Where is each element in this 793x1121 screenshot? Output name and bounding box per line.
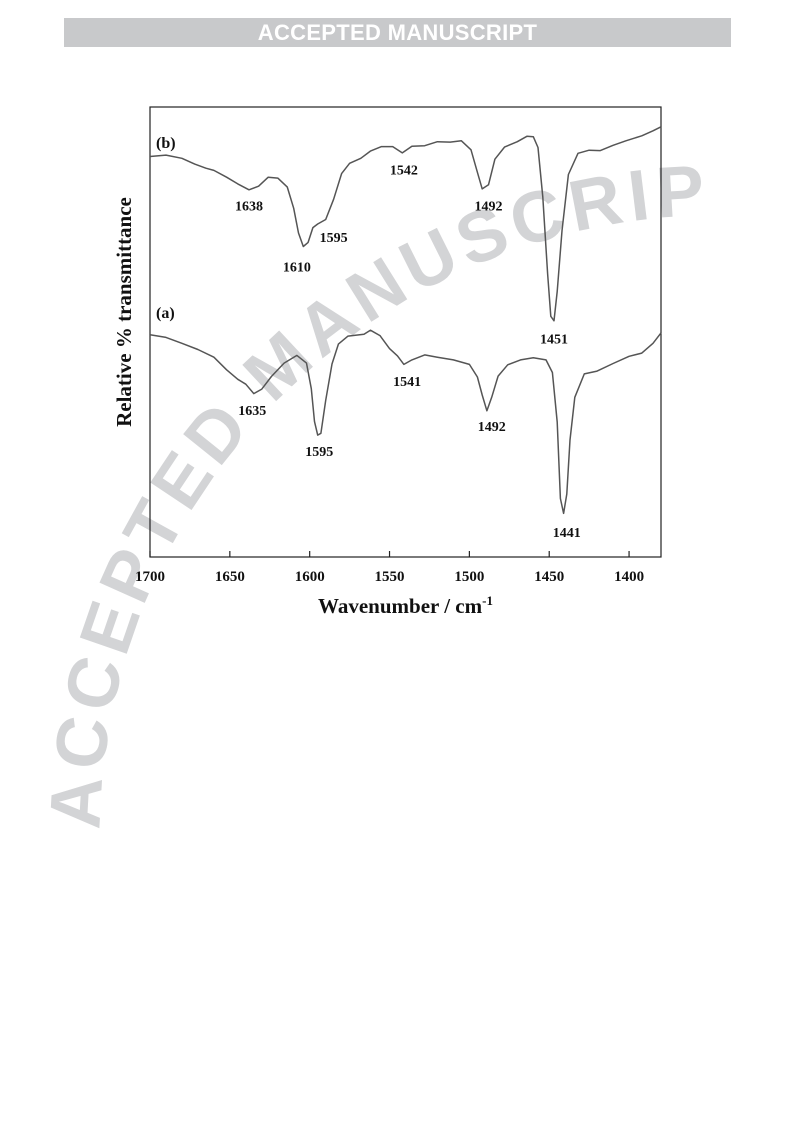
peak-label: 1542 xyxy=(390,164,418,179)
peak-label: 1595 xyxy=(305,445,333,460)
x-tick-label: 1450 xyxy=(534,569,564,585)
peak-label: 1610 xyxy=(283,260,311,275)
peak-label: 1441 xyxy=(553,526,581,541)
spectrum-series xyxy=(149,126,662,515)
peak-label: 1541 xyxy=(393,375,421,390)
y-axis-title: Relative % transmittance xyxy=(112,197,136,427)
peak-label: 1638 xyxy=(235,200,263,215)
peak-label: 1451 xyxy=(540,332,568,347)
x-axis-title: Wavenumber / cm-1 xyxy=(318,593,493,618)
peak-label: 1492 xyxy=(475,200,503,215)
series-label-b: (b) xyxy=(156,135,176,152)
ir-spectrum-chart: 1700 1650 1600 1550 1500 1450 1400 1638 1610 159… xyxy=(112,106,662,618)
peak-label: 1492 xyxy=(478,420,506,435)
x-tick-label: 1650 xyxy=(215,569,245,585)
x-axis-ticks: 1700 1650 1600 1550 1500 1450 1400 xyxy=(135,551,644,585)
banner-text: ACCEPTED MANUSCRIPT xyxy=(257,19,538,45)
x-axis-title-text: Wavenumber / cm xyxy=(318,594,483,618)
x-tick-label: 1600 xyxy=(295,569,325,585)
x-axis-title-superscript: -1 xyxy=(482,593,493,608)
peak-label: 1635 xyxy=(238,404,266,419)
x-tick-label: 1550 xyxy=(375,569,405,585)
x-tick-label: 1500 xyxy=(454,569,484,585)
manuscript-banner: ACCEPTED MANUSCRIPT xyxy=(64,18,731,47)
spectrum-line-b xyxy=(149,126,662,322)
peak-label: 1595 xyxy=(320,231,348,246)
x-tick-label: 1700 xyxy=(135,569,165,585)
plot-frame xyxy=(149,106,662,558)
peak-labels: 1638 1610 1595 1542 1492 1451 1635 1595 1541 1492… xyxy=(235,164,581,541)
spectrum-line-a xyxy=(149,329,662,515)
series-label-a: (a) xyxy=(156,305,175,322)
x-tick-label: 1400 xyxy=(614,569,644,585)
